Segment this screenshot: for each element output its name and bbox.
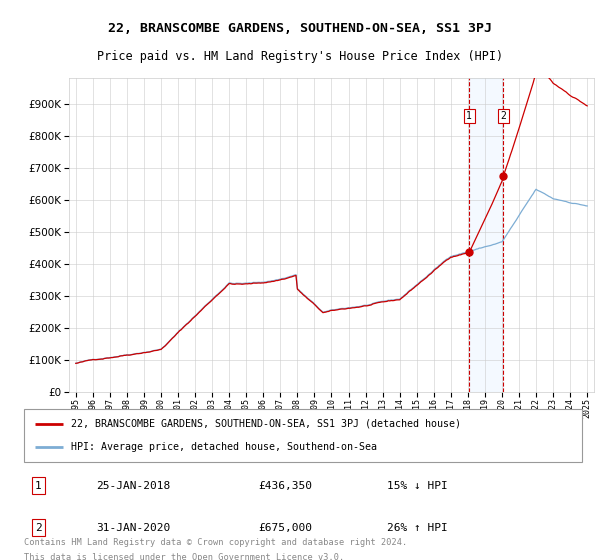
Text: Price paid vs. HM Land Registry's House Price Index (HPI): Price paid vs. HM Land Registry's House … <box>97 50 503 63</box>
Text: 22, BRANSCOMBE GARDENS, SOUTHEND-ON-SEA, SS1 3PJ (detached house): 22, BRANSCOMBE GARDENS, SOUTHEND-ON-SEA,… <box>71 419 461 429</box>
Text: 2: 2 <box>35 523 42 533</box>
Text: 2: 2 <box>500 111 506 121</box>
Bar <box>469 78 503 392</box>
Text: 22, BRANSCOMBE GARDENS, SOUTHEND-ON-SEA, SS1 3PJ: 22, BRANSCOMBE GARDENS, SOUTHEND-ON-SEA,… <box>108 22 492 35</box>
Text: 1: 1 <box>35 481 42 491</box>
Text: Contains HM Land Registry data © Crown copyright and database right 2024.: Contains HM Land Registry data © Crown c… <box>24 538 407 547</box>
Text: £436,350: £436,350 <box>259 481 313 491</box>
Text: HPI: Average price, detached house, Southend-on-Sea: HPI: Average price, detached house, Sout… <box>71 442 377 452</box>
Text: £675,000: £675,000 <box>259 523 313 533</box>
FancyBboxPatch shape <box>24 409 582 462</box>
Text: 26% ↑ HPI: 26% ↑ HPI <box>387 523 448 533</box>
Text: 25-JAN-2018: 25-JAN-2018 <box>97 481 171 491</box>
Text: This data is licensed under the Open Government Licence v3.0.: This data is licensed under the Open Gov… <box>24 553 344 560</box>
Text: 31-JAN-2020: 31-JAN-2020 <box>97 523 171 533</box>
Text: 15% ↓ HPI: 15% ↓ HPI <box>387 481 448 491</box>
Text: 1: 1 <box>466 111 472 121</box>
